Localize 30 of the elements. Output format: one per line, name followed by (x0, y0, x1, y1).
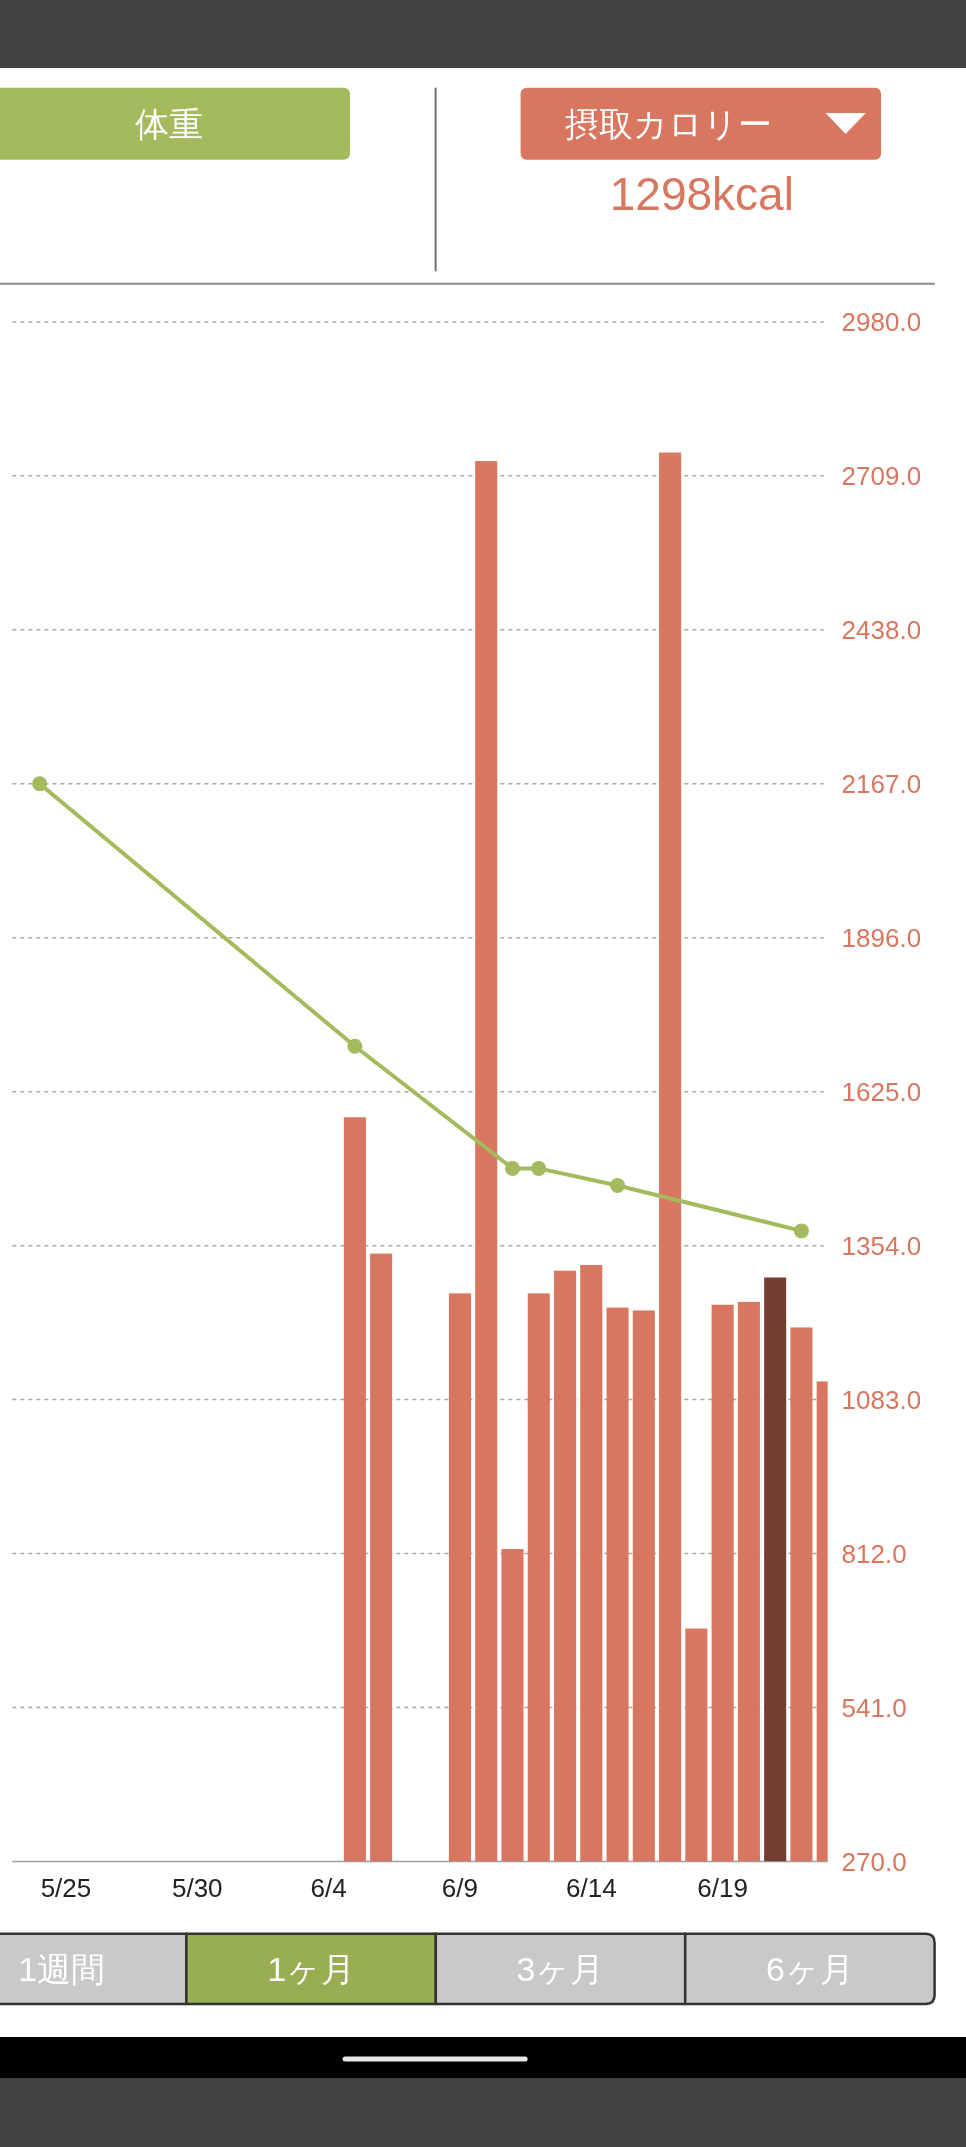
y-tick-label: 1354.0 (841, 1230, 922, 1261)
tab: 6ヶ月 (683, 1932, 936, 2006)
y-tick-label: 541.0 (841, 1692, 907, 1723)
point (32, 776, 48, 792)
text: 摂取カロリー (564, 105, 772, 143)
point (347, 1038, 363, 1054)
point (610, 1177, 626, 1193)
y-tick-label: 1896.0 (841, 922, 922, 953)
y-tick-label: 270.0 (841, 1846, 907, 1877)
x-tick-label: 6/4 (310, 1873, 347, 1903)
y-tick-label: 2438.0 (841, 614, 922, 645)
y-tick-label: 812.0 (841, 1538, 907, 1569)
x-tick-label: 5/25 (40, 1873, 92, 1903)
x-tick-label: 6/19 (697, 1873, 748, 1903)
x-tick-label: 6/14 (565, 1873, 617, 1903)
tab: 3ヶ月 (434, 1932, 687, 2006)
y-tick-label: 2167.0 (841, 768, 922, 799)
y-tick-label: 1083.0 (841, 1384, 922, 1415)
text: 体重 (135, 105, 203, 143)
chart-subtitle: 1298kcal (609, 167, 794, 220)
point (504, 1160, 520, 1176)
tab: 1ヶ月 (185, 1932, 438, 2006)
point (793, 1223, 809, 1239)
x-tick-label: 6/9 (441, 1873, 479, 1903)
x-tick-label: 5/30 (171, 1873, 223, 1903)
y-tick-label: 2709.0 (841, 460, 922, 491)
tab: 1週間 (0, 1932, 188, 2006)
y-tick-label: 1625.0 (841, 1076, 922, 1107)
point (531, 1160, 547, 1176)
y-tick-label: 2980.0 (841, 306, 922, 337)
